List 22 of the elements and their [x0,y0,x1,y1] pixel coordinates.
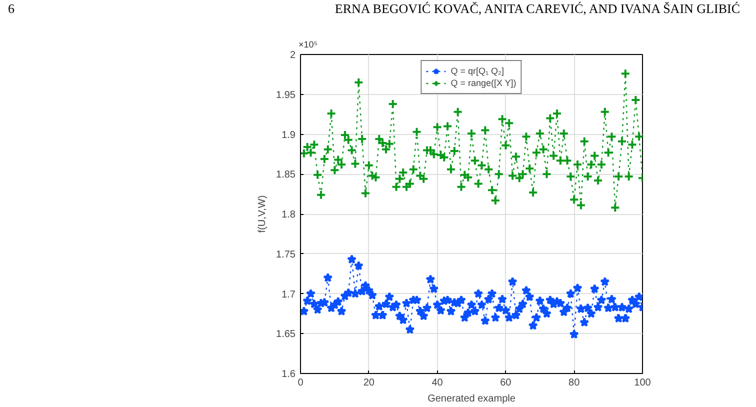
x-tick-label: 80 [568,378,580,388]
x-tick-label: 20 [363,378,375,388]
text: 6 [7,0,16,18]
x-tick-label: 100 [634,378,652,388]
text: ×10⁵ [298,40,318,50]
y-tick-label: 2 [290,50,296,61]
y-tick-label: 1.65 [276,329,296,340]
y-axis-title: f(U,V,W) [257,195,268,233]
x-tick-label: 40 [432,378,444,388]
y-tick-label: 1.8 [282,210,296,220]
legend-label: Q = range([X Y]) [450,77,516,89]
y-tick-label: 1.6 [282,369,296,380]
y-tick-label: 1.95 [276,90,296,101]
y-tick-label: 1.75 [276,249,296,260]
x-tick-label: 60 [500,378,512,388]
y-tick-label: 1.85 [276,170,296,181]
x-tick-label: 0 [298,378,304,388]
x-axis-title: Generated example [428,394,516,404]
y-tick-label: 1.7 [282,289,296,300]
text: ERNA BEGOVIĆ KOVAČ, ANITA CAREVIĆ, AND IVANA ŠAIN GLIBIĆ [334,0,740,18]
y-tick-label: 1.9 [282,130,296,141]
legend-label: Q = qr[Q₁ Q₂] [450,65,504,77]
